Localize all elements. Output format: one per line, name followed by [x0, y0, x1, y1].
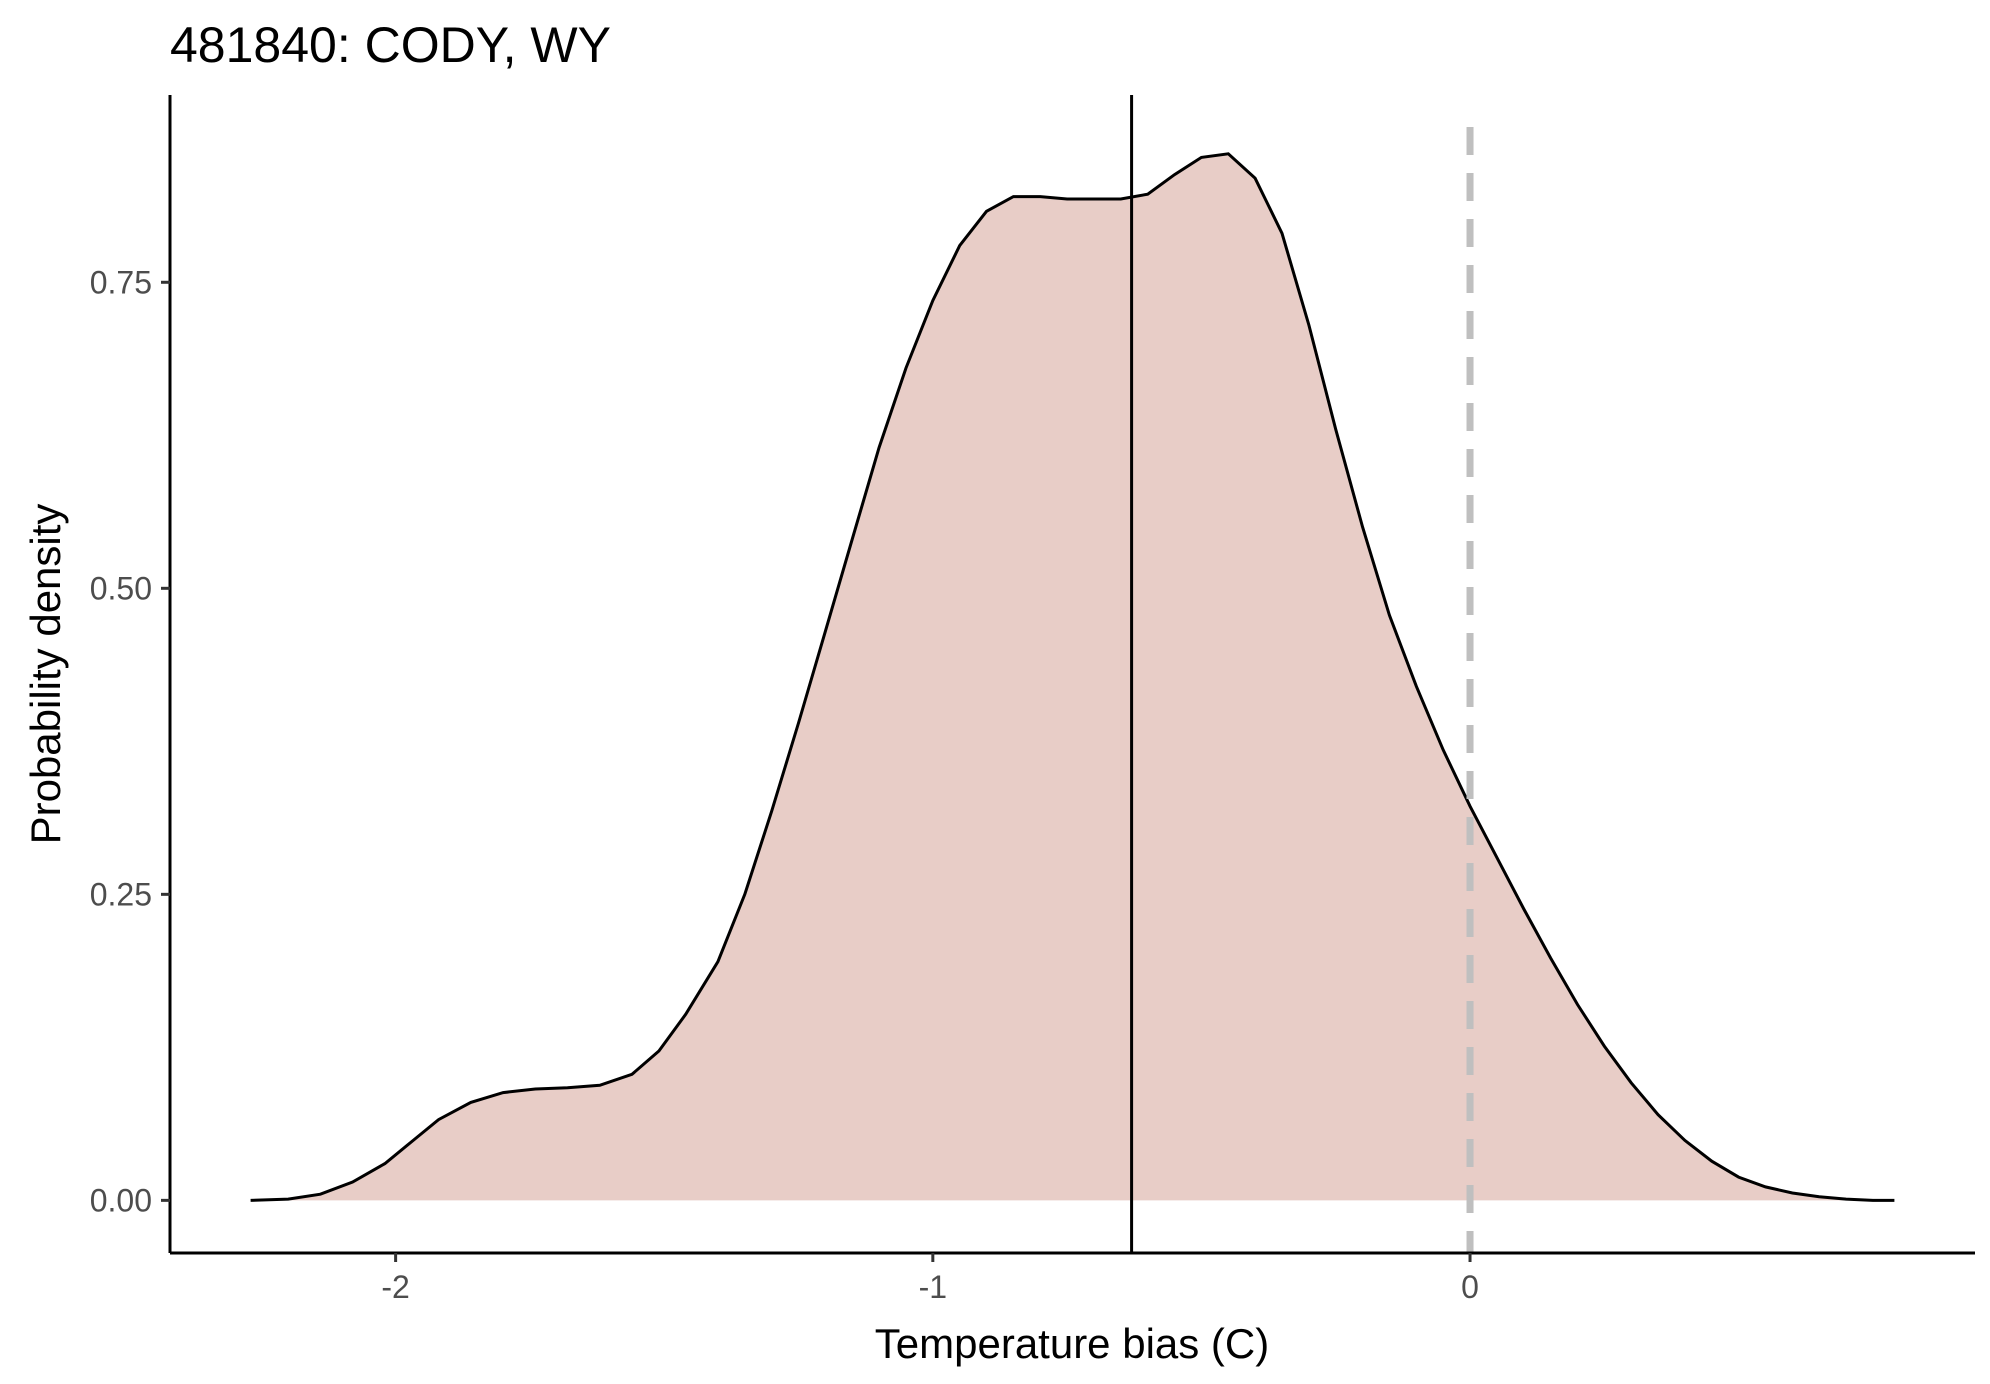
chart-title: 481840: CODY, WY [170, 17, 611, 73]
x-tick-label: -2 [381, 1269, 409, 1305]
y-tick-label: 0.50 [90, 570, 152, 606]
y-tick-label: 0.75 [90, 264, 152, 300]
density-curve [250, 152, 1895, 1202]
y-tick-label: 0.00 [90, 1182, 152, 1218]
y-tick-label: 0.25 [90, 876, 152, 912]
density-area [250, 153, 1895, 1201]
x-axis-title: Temperature bias (C) [875, 1320, 1269, 1367]
y-axis-title: Probability density [22, 504, 69, 845]
x-tick-label: 0 [1461, 1269, 1479, 1305]
x-tick-label: -1 [919, 1269, 947, 1305]
y-axis-ticks: 0.00 0.25 0.50 0.75 [90, 264, 170, 1218]
x-axis-ticks: -2 -1 0 [381, 1253, 1479, 1305]
